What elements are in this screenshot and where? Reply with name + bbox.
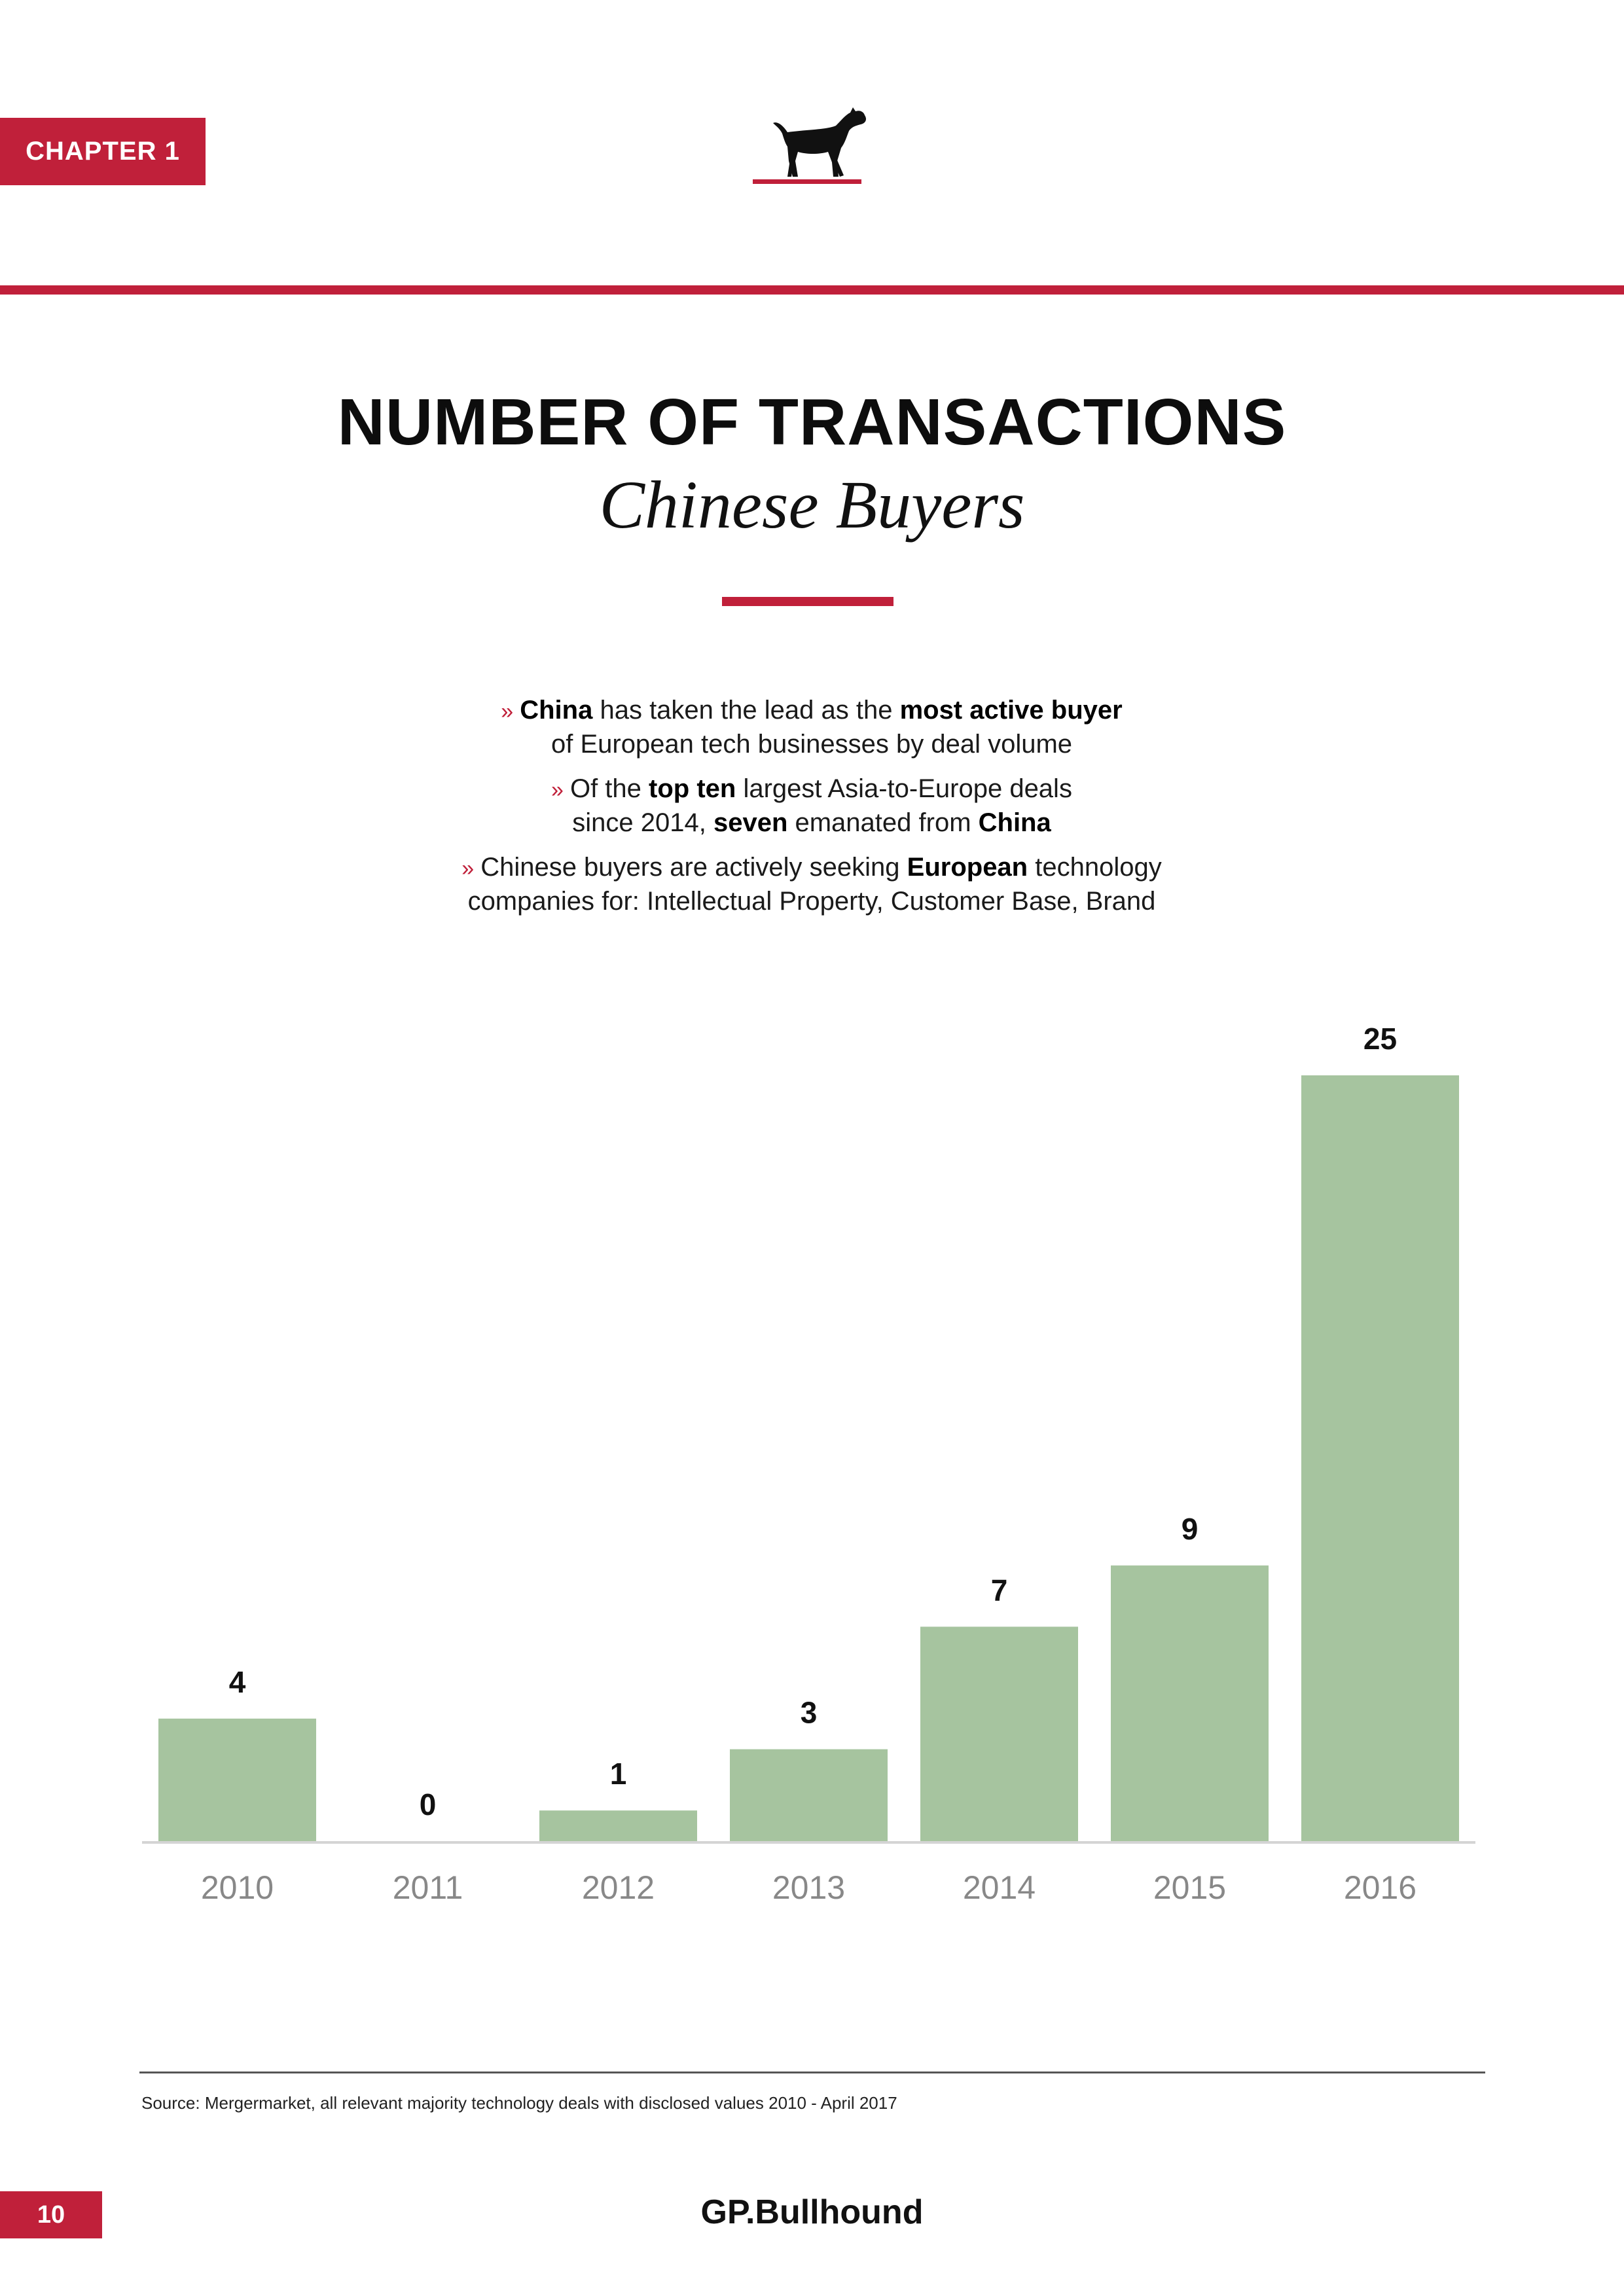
text-bold: European: [907, 853, 1028, 882]
x-tick-label-2010: 2010: [201, 1869, 274, 1906]
chevron-bullet-icon: »: [461, 856, 475, 881]
x-tick-label-2012: 2012: [582, 1869, 655, 1906]
bar-2014: [920, 1626, 1078, 1841]
x-tick-label-2011: 2011: [393, 1869, 463, 1906]
value-label-2016: 25: [1363, 1022, 1397, 1056]
bar-2013: [730, 1749, 888, 1841]
title-divider: [722, 597, 893, 606]
page-number: 10: [37, 2200, 65, 2229]
key-point-line: of European tech businesses by deal volu…: [353, 728, 1270, 761]
x-tick-label-2013: 2013: [772, 1869, 845, 1906]
bull-terrier-dog-icon: [773, 107, 866, 177]
bar-2016: [1301, 1075, 1459, 1841]
x-tick-labels-group: 2010 2011 2012 2013 2014 2015 2016: [201, 1869, 1416, 1906]
key-point-line: » Of the top ten largest Asia-to-Europe d…: [353, 772, 1270, 806]
value-label-2012: 1: [610, 1757, 627, 1791]
page-title: NUMBER OF TRANSACTIONS: [337, 386, 1287, 459]
bar-chart: 4 0 1 3 7 9 25 2010 2011 2012 2013 2014 2015 2016: [142, 1022, 1475, 1906]
key-point-line: companies for: Intellectual Property, Cu…: [353, 885, 1270, 918]
text: Chinese buyers are actively seeking: [480, 853, 907, 882]
text: of European tech businesses by deal volu…: [550, 730, 1073, 759]
logo-underline: [753, 179, 861, 184]
chevron-bullet-icon: »: [551, 778, 564, 802]
page-number-badge: 10: [0, 2191, 102, 2238]
key-point-line: » China has taken the lead as the most ac…: [353, 694, 1270, 728]
value-label-2013: 3: [801, 1696, 818, 1730]
text: largest Asia-to-Europe deals: [736, 774, 1072, 803]
value-label-2010: 4: [229, 1665, 246, 1699]
page-subtitle: Chinese Buyers: [599, 467, 1025, 543]
key-point: » Chinese buyers are actively seeking Eur…: [353, 851, 1270, 918]
x-tick-label-2014: 2014: [963, 1869, 1036, 1906]
text-bold: top ten: [649, 774, 736, 803]
text: emanated from: [787, 808, 979, 837]
key-point-line: since 2014, seven emanated from China: [353, 806, 1270, 839]
value-labels-group: 4 0 1 3 7 9 25: [229, 1022, 1397, 1821]
key-point: » China has taken the lead as the most ac…: [353, 694, 1270, 761]
text: technology: [1028, 853, 1162, 882]
brand-logo-text: GP.Bullhound: [700, 2193, 924, 2231]
key-point-line: » Chinese buyers are actively seeking Eur…: [353, 851, 1270, 885]
value-label-2011: 0: [420, 1787, 437, 1821]
x-tick-label-2016: 2016: [1344, 1869, 1416, 1906]
text-bold: China: [520, 696, 593, 725]
text: since 2014,: [572, 808, 713, 837]
chapter-tab: CHAPTER 1: [0, 118, 206, 185]
bar-2012: [539, 1810, 697, 1841]
bar-2010: [158, 1718, 316, 1841]
source-divider: [139, 2072, 1485, 2073]
chapter-label: CHAPTER 1: [26, 137, 180, 166]
value-label-2014: 7: [991, 1573, 1008, 1607]
text-bold: most active buyer: [899, 696, 1123, 725]
key-point: » Of the top ten largest Asia-to-Europe d…: [353, 772, 1270, 839]
text: has taken the lead as the: [592, 696, 900, 725]
text: Of the: [569, 774, 649, 803]
value-label-2015: 9: [1182, 1512, 1199, 1546]
bars-group: [158, 1075, 1459, 1841]
chevron-bullet-icon: »: [501, 699, 514, 724]
bar-2015: [1111, 1565, 1269, 1841]
x-tick-label-2015: 2015: [1153, 1869, 1226, 1906]
text-bold: seven: [713, 808, 788, 837]
key-points: » China has taken the lead as the most ac…: [353, 694, 1270, 929]
header-rule: [0, 285, 1624, 295]
text-bold: China: [978, 808, 1051, 837]
source-note: Source: Mergermarket, all relevant major…: [141, 2093, 897, 2113]
text: companies for: Intellectual Property, Cu…: [467, 887, 1156, 916]
